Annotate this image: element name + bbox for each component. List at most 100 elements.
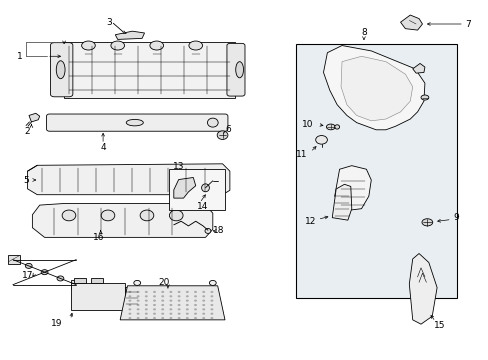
Circle shape [136, 295, 139, 297]
Circle shape [210, 291, 213, 293]
Ellipse shape [334, 125, 339, 129]
Circle shape [210, 295, 213, 297]
Circle shape [194, 317, 197, 319]
Bar [168, 169, 224, 211]
Ellipse shape [126, 120, 143, 126]
Text: 17: 17 [22, 271, 33, 280]
Polygon shape [334, 166, 370, 211]
Circle shape [128, 312, 131, 315]
Circle shape [169, 304, 172, 306]
Bar [64, 42, 234, 98]
Polygon shape [115, 31, 144, 40]
Circle shape [202, 312, 205, 315]
Circle shape [194, 300, 197, 302]
Circle shape [41, 270, 48, 275]
Ellipse shape [101, 210, 115, 221]
Ellipse shape [81, 41, 95, 50]
Circle shape [153, 300, 156, 302]
Ellipse shape [421, 219, 432, 226]
Polygon shape [120, 286, 224, 320]
Circle shape [169, 308, 172, 310]
Bar [74, 278, 86, 283]
Ellipse shape [140, 210, 154, 221]
Circle shape [144, 317, 147, 319]
Circle shape [144, 312, 147, 315]
Circle shape [185, 300, 188, 302]
Polygon shape [29, 113, 40, 122]
Circle shape [153, 304, 156, 306]
Circle shape [128, 295, 131, 297]
Text: 1: 1 [17, 52, 23, 61]
Circle shape [177, 295, 180, 297]
Bar [295, 44, 456, 298]
Text: 16: 16 [92, 233, 104, 242]
Text: 11: 11 [295, 150, 306, 159]
FancyBboxPatch shape [50, 42, 73, 97]
Circle shape [136, 291, 139, 293]
Text: 6: 6 [224, 125, 230, 134]
Ellipse shape [217, 131, 227, 139]
Polygon shape [412, 63, 424, 73]
Text: 18: 18 [213, 226, 224, 235]
Bar [125, 287, 140, 306]
Ellipse shape [150, 41, 163, 50]
Polygon shape [331, 184, 351, 220]
Circle shape [177, 312, 180, 315]
Circle shape [177, 308, 180, 310]
Circle shape [194, 291, 197, 293]
Circle shape [177, 317, 180, 319]
Text: 13: 13 [173, 162, 184, 171]
FancyBboxPatch shape [46, 114, 227, 131]
Text: 12: 12 [304, 217, 315, 226]
Circle shape [161, 308, 164, 310]
Circle shape [153, 308, 156, 310]
Circle shape [202, 308, 205, 310]
Circle shape [210, 308, 213, 310]
Circle shape [202, 295, 205, 297]
Circle shape [128, 317, 131, 319]
Text: 3: 3 [106, 18, 112, 27]
Circle shape [210, 300, 213, 302]
Circle shape [169, 300, 172, 302]
Circle shape [169, 317, 172, 319]
Circle shape [185, 295, 188, 297]
Circle shape [185, 312, 188, 315]
Polygon shape [27, 164, 229, 195]
Ellipse shape [62, 210, 76, 221]
Circle shape [210, 312, 213, 315]
Circle shape [202, 291, 205, 293]
Polygon shape [408, 253, 436, 324]
Ellipse shape [326, 124, 334, 130]
Circle shape [177, 300, 180, 302]
Circle shape [194, 304, 197, 306]
Text: 5: 5 [23, 176, 29, 185]
Circle shape [128, 304, 131, 306]
Polygon shape [340, 56, 412, 121]
Ellipse shape [111, 41, 124, 50]
Circle shape [161, 317, 164, 319]
Text: 14: 14 [197, 202, 208, 211]
Circle shape [144, 308, 147, 310]
Bar [8, 255, 20, 264]
Ellipse shape [420, 95, 428, 100]
Polygon shape [400, 15, 422, 30]
Circle shape [161, 300, 164, 302]
Circle shape [128, 308, 131, 310]
Circle shape [209, 280, 216, 285]
Bar [71, 283, 125, 310]
Circle shape [169, 295, 172, 297]
Ellipse shape [201, 184, 209, 192]
Circle shape [153, 312, 156, 315]
Circle shape [185, 308, 188, 310]
Circle shape [177, 291, 180, 293]
Text: 4: 4 [100, 143, 106, 152]
Text: 9: 9 [453, 213, 459, 222]
Circle shape [136, 304, 139, 306]
FancyBboxPatch shape [226, 43, 244, 96]
Circle shape [144, 300, 147, 302]
Ellipse shape [56, 61, 65, 79]
Circle shape [57, 276, 64, 281]
Circle shape [153, 295, 156, 297]
Circle shape [161, 291, 164, 293]
Text: 19: 19 [51, 319, 62, 328]
